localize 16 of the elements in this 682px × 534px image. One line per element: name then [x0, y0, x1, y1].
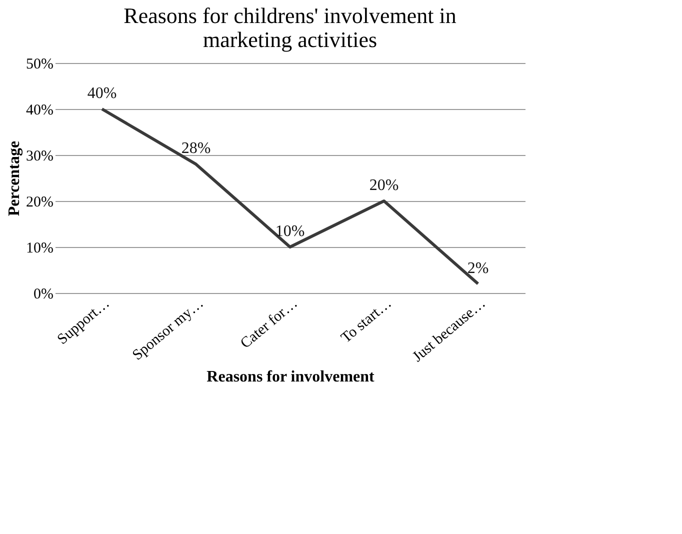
x-tick-label: To start…	[338, 296, 395, 346]
y-axis-title: Percentage	[6, 140, 24, 216]
text: 10%	[275, 223, 305, 240]
chart-title: Reasons for childrens' involvement in marketing activities	[124, 3, 456, 52]
text: 28%	[181, 140, 211, 158]
y-tick-label: 50%	[26, 56, 54, 72]
y-tick-label: 10%	[26, 240, 54, 256]
text: 40%	[87, 85, 117, 102]
text: 2%	[467, 260, 489, 277]
x-axis-title: Reasons for involvement	[206, 368, 376, 386]
y-tick-label: 30%	[26, 148, 54, 164]
y-tick-label: 0%	[34, 286, 54, 302]
y-tick-label: 20%	[26, 194, 54, 210]
y-tick-label: 40%	[26, 102, 54, 118]
x-tick-label: Cater for…	[238, 296, 301, 352]
text: 20%	[369, 177, 399, 194]
